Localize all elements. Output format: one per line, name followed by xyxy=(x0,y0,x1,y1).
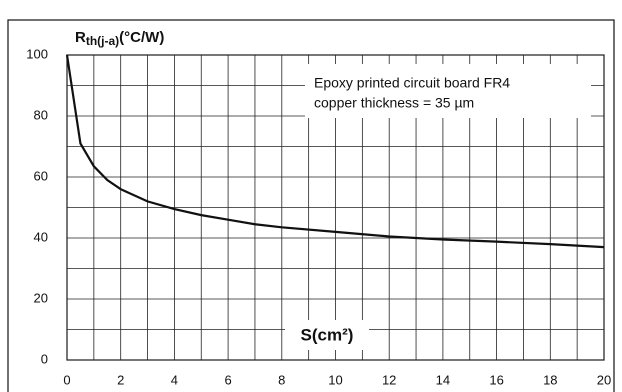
y-title-main: R xyxy=(75,29,86,46)
grid: 0 2 4 6 8 10 12 14 16 18 20 0 20 40 60 80 100 xyxy=(26,46,611,387)
x-tick-label: 4 xyxy=(171,372,178,387)
y-tick-label: 40 xyxy=(34,229,48,244)
x-tick-label: 8 xyxy=(278,372,285,387)
y-axis-title: Rth(j-a)(°C/W) xyxy=(75,29,164,48)
x-tick-label: 2 xyxy=(117,372,124,387)
y-tick-label: 20 xyxy=(34,290,48,305)
y-tick-label: 80 xyxy=(34,107,48,122)
frame xyxy=(7,19,615,392)
annotation: Epoxy printed circuit board FR4 xyxy=(314,75,510,91)
y-tick-label: 100 xyxy=(26,46,48,61)
line xyxy=(65,54,605,249)
x-tick-label: 0 xyxy=(63,372,70,387)
annotation-box xyxy=(305,64,591,118)
y-tick-label: 0 xyxy=(41,351,48,366)
x-tick-label: 14 xyxy=(436,372,450,387)
x-tick-label: 16 xyxy=(489,372,503,387)
annotation: copper thickness = 35 µm xyxy=(314,95,474,111)
x-tick-label: 6 xyxy=(224,372,231,387)
x-label-box xyxy=(285,320,369,350)
y-title-unit: (°C/W) xyxy=(119,29,164,46)
x-tick-label: 18 xyxy=(543,372,557,387)
x-tick-label: 12 xyxy=(382,372,396,387)
y-tick-label: 60 xyxy=(34,168,48,183)
x-tick-label: 10 xyxy=(328,372,342,387)
y-title-sub: th(j-a) xyxy=(86,34,119,48)
x-tick-label: 20 xyxy=(597,372,611,387)
x-axis-title: S(cm²) xyxy=(301,325,354,344)
